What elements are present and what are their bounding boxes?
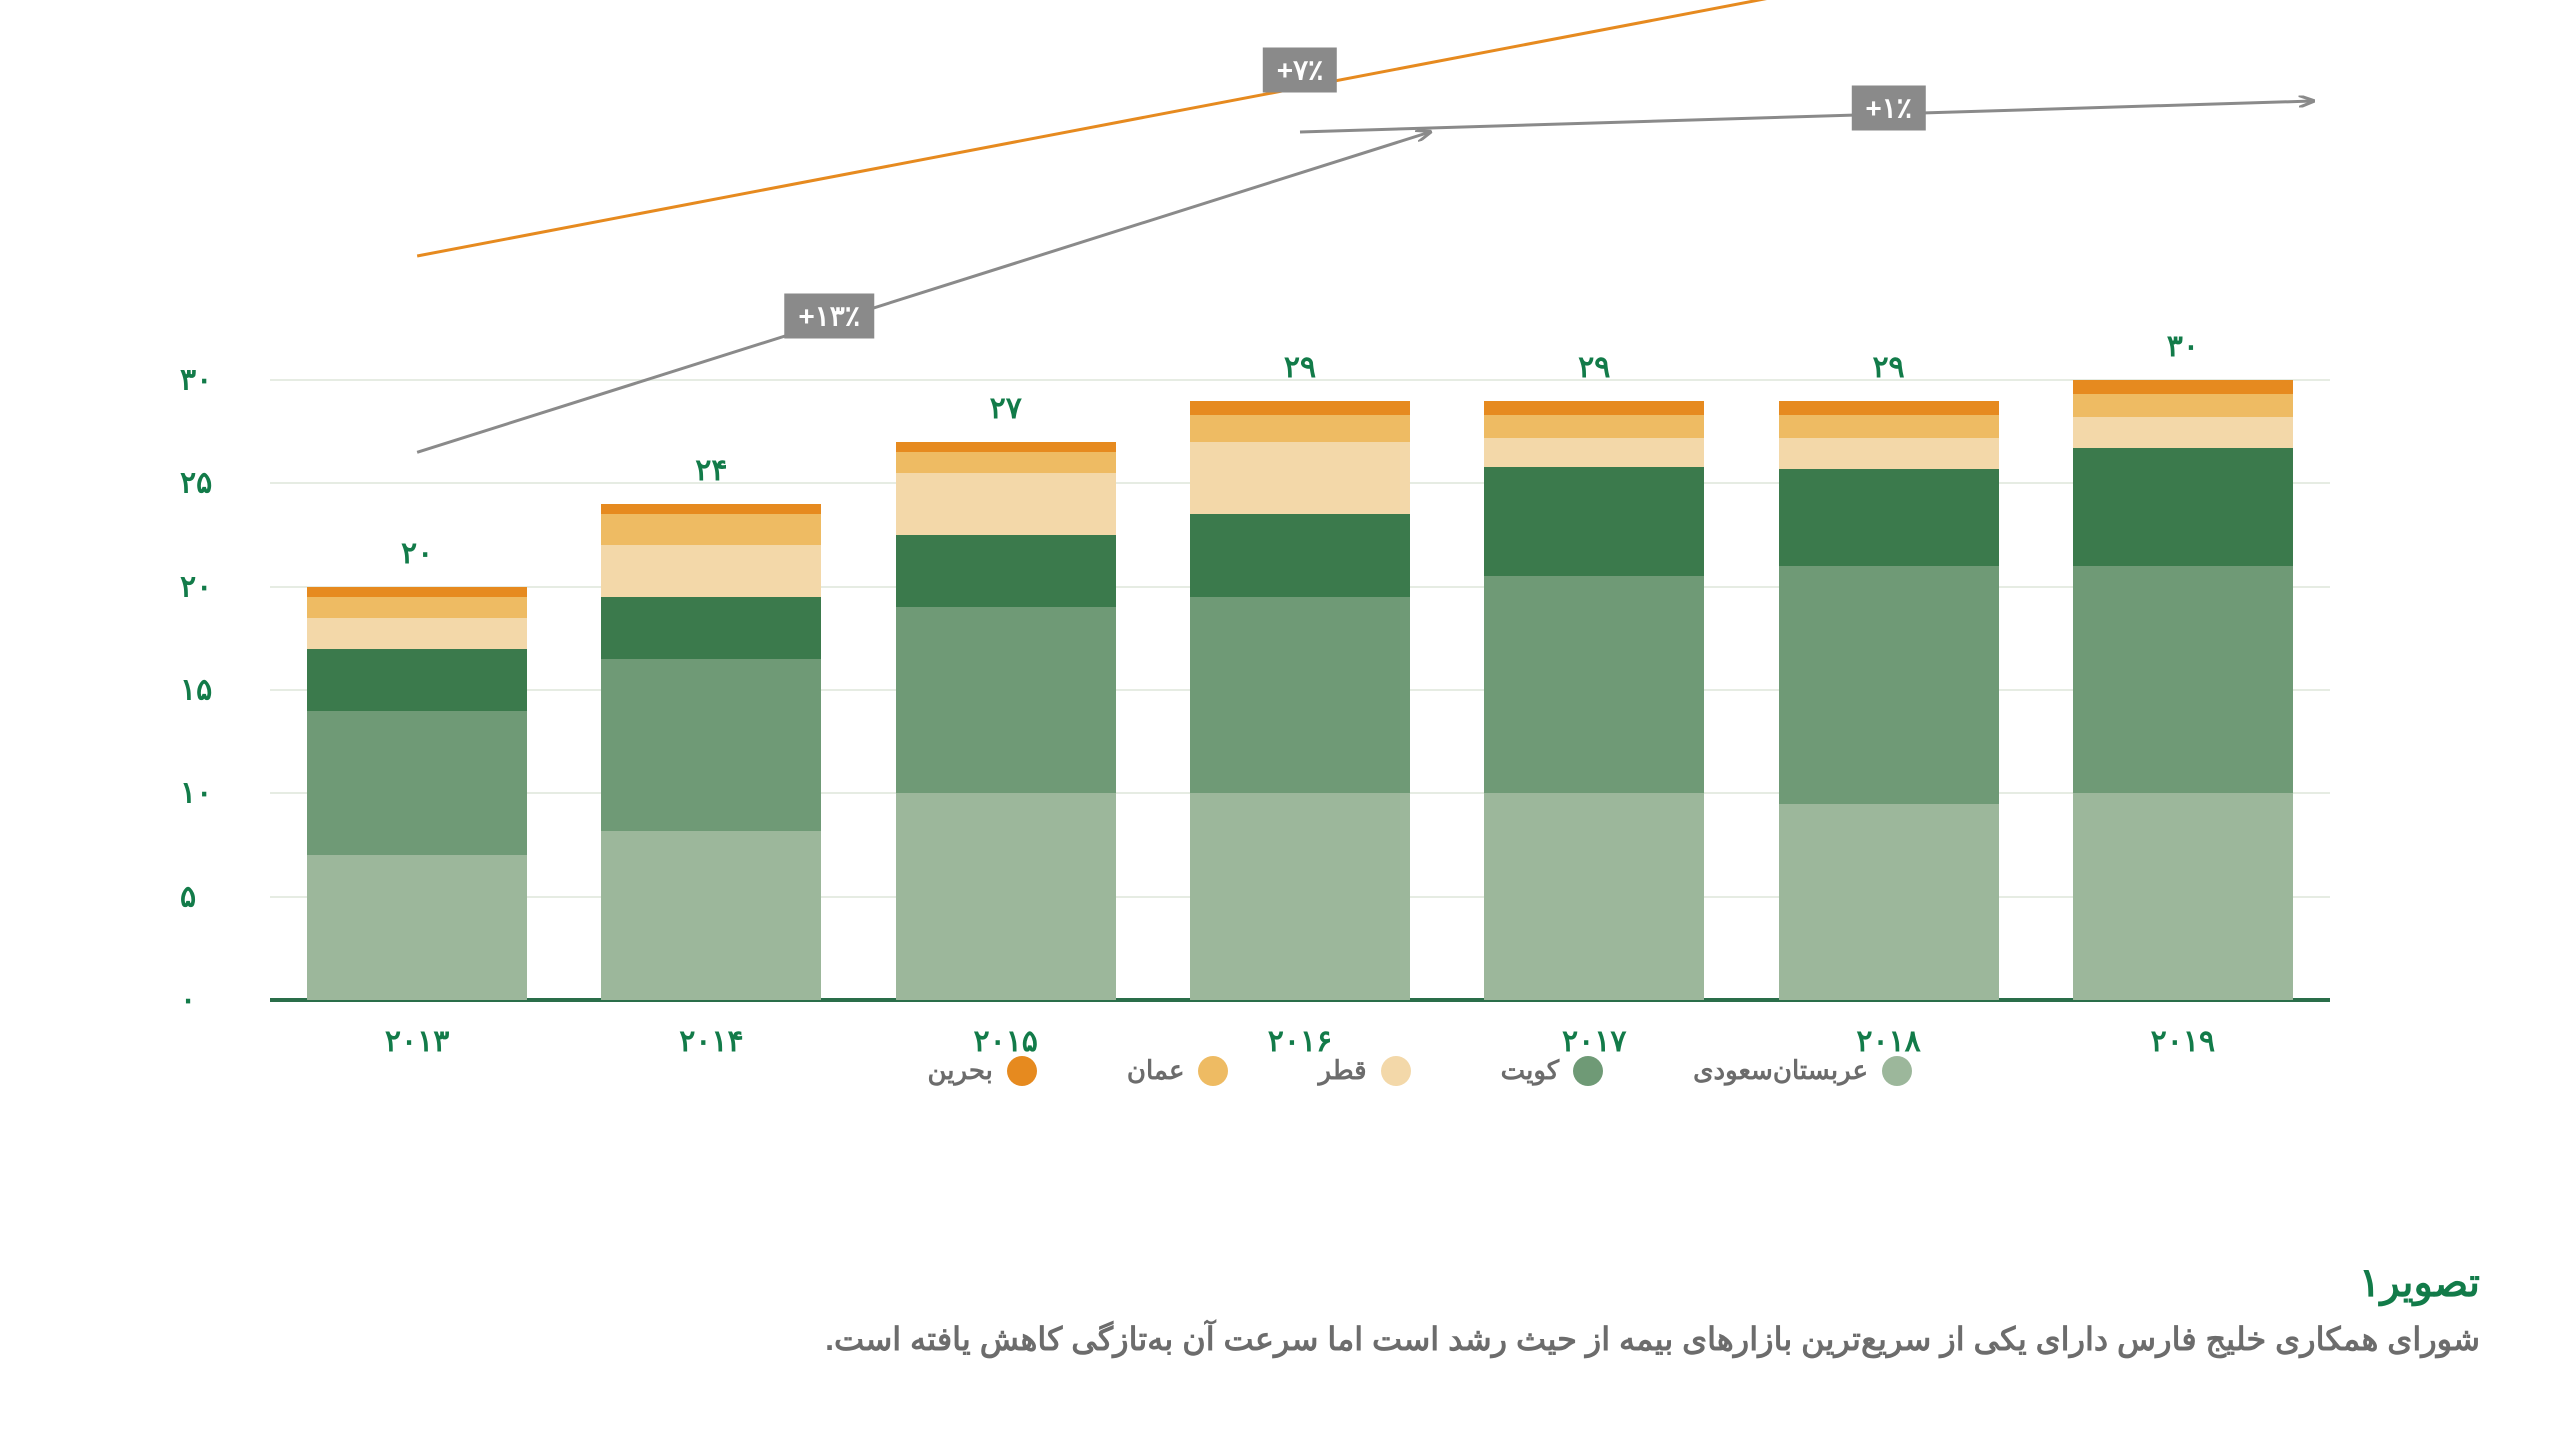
trend-arrow-orange [417, 0, 2313, 256]
x-tick-label: ۲۰۱۳ [317, 1024, 517, 1059]
legend-item-bahrain: بحرین [928, 1055, 1037, 1086]
legend-swatch [1198, 1056, 1228, 1086]
caption-title: تصویر۱ [80, 1260, 2480, 1306]
trend-arrows [240, 100, 2330, 1000]
x-tick-label: ۲۰۱۴ [611, 1024, 811, 1059]
figure-caption: تصویر۱ شورای همکاری خلیج فارس دارای یکی … [80, 1260, 2480, 1358]
x-tick-label: ۲۰۱۵ [906, 1024, 1106, 1059]
bar-chart: ۰۵۱۰۱۵۲۰۲۵۳۰۲۰۲۰۱۳۲۴۲۰۱۴۲۷۲۰۱۵۲۹۲۰۱۶۲۹۲۰… [240, 100, 2330, 1000]
legend-label: عمان [1127, 1055, 1185, 1086]
legend-swatch [1882, 1056, 1912, 1086]
caption-desc: شورای همکاری خلیج فارس دارای یکی از سریع… [80, 1320, 2480, 1358]
legend-label: بحرین [928, 1055, 993, 1086]
legend: عربستان‌سعودی کویت قطر عمان بحرین [928, 1055, 1913, 1086]
trend-arrow-gray1 [417, 132, 1430, 452]
growth-label-gray2: +۱٪ [1851, 85, 1925, 130]
legend-label: عربستان‌سعودی [1693, 1055, 1868, 1086]
legend-swatch [1573, 1056, 1603, 1086]
legend-item-kuwait: کویت [1501, 1055, 1604, 1086]
x-tick-label: ۲۰۱۶ [1200, 1024, 1400, 1059]
x-tick-label: ۲۰۱۹ [2083, 1024, 2283, 1059]
legend-item-saudi: عربستان‌سعودی [1693, 1055, 1912, 1086]
trend-arrow-gray2 [1300, 101, 2313, 132]
x-tick-label: ۲۰۱۸ [1789, 1024, 1989, 1059]
figure-root: { "canvas": { "w": 2560, "h": 1440 }, "c… [0, 0, 2560, 1440]
legend-label: قطر [1318, 1055, 1366, 1086]
growth-label-orange: +۷٪ [1263, 47, 1337, 92]
legend-label: کویت [1501, 1055, 1560, 1086]
legend-swatch [1381, 1056, 1411, 1086]
legend-swatch [1007, 1056, 1037, 1086]
legend-item-oman: عمان [1127, 1055, 1229, 1086]
legend-item-qatar: قطر [1318, 1055, 1410, 1086]
growth-label-gray1: +۱۳٪ [784, 294, 873, 339]
x-tick-label: ۲۰۱۷ [1494, 1024, 1694, 1059]
